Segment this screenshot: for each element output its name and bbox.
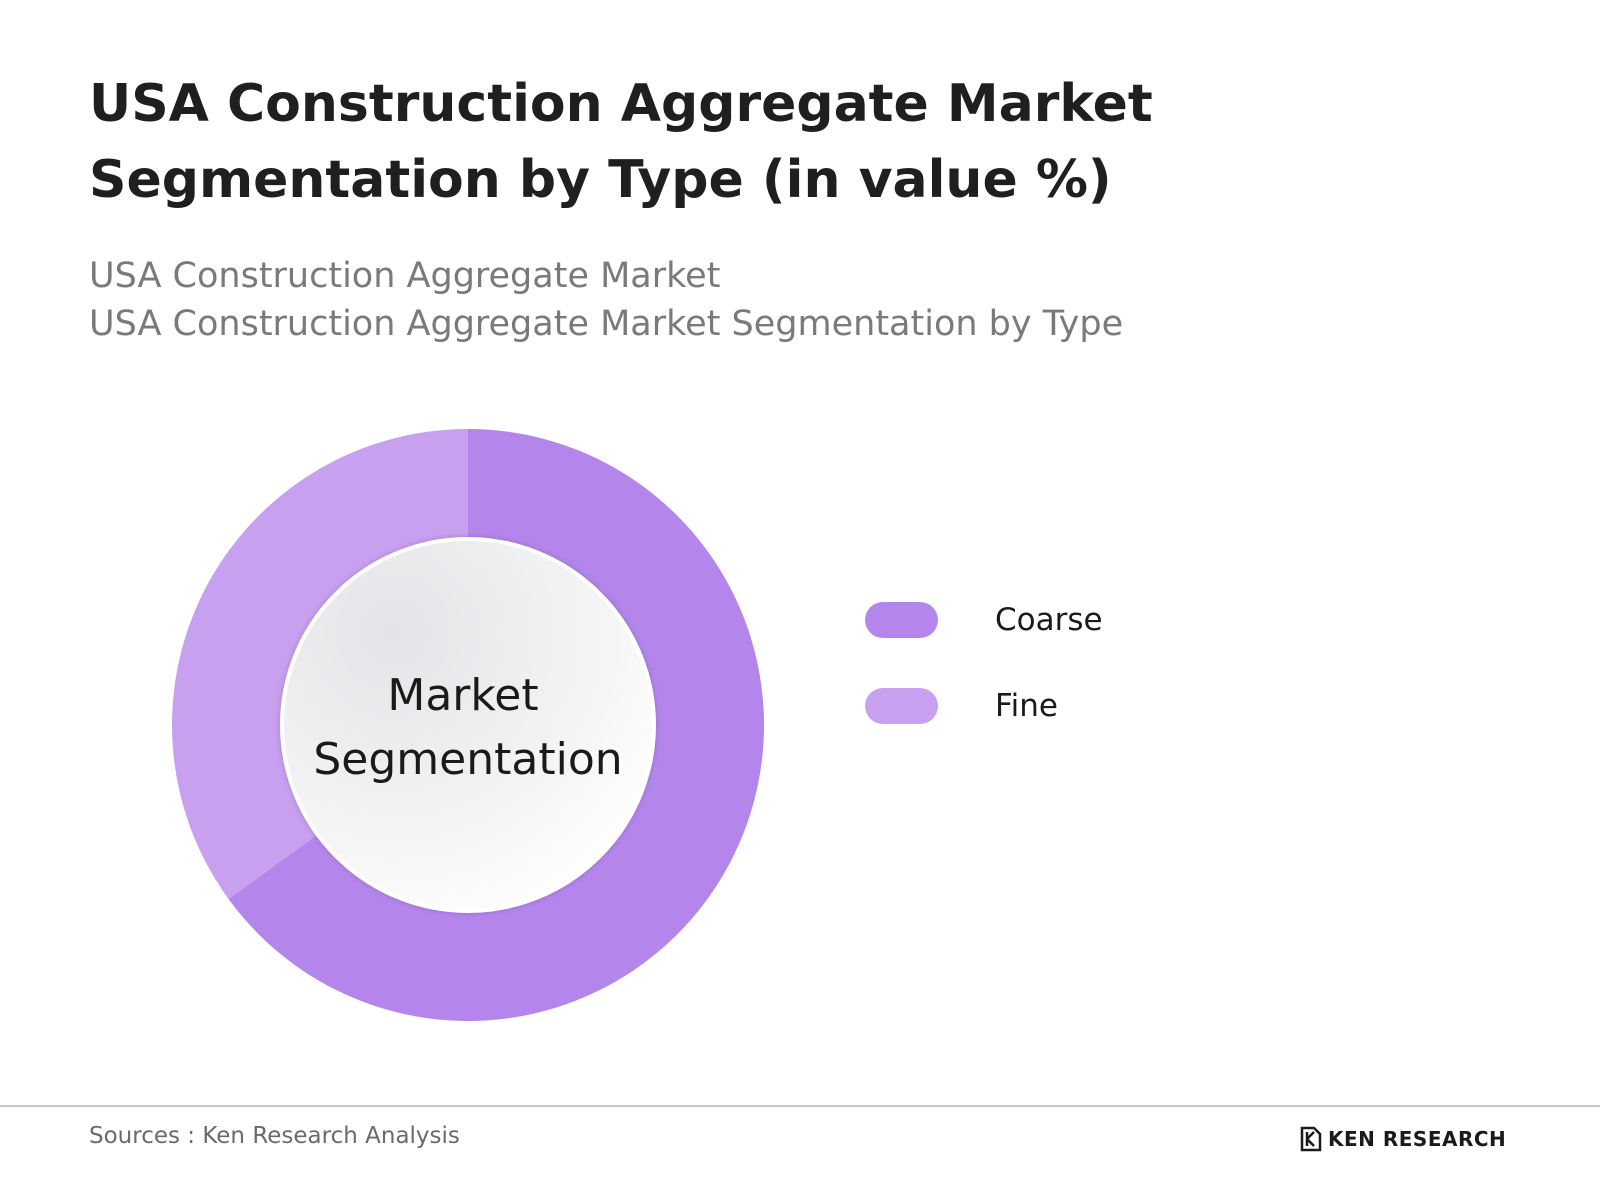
center-label-line-1: Market <box>387 670 538 721</box>
legend-label-coarse: Coarse <box>995 602 1103 638</box>
center-label-line-2: Segmentation <box>313 734 622 785</box>
donut-slices <box>172 429 764 1022</box>
donut-center <box>280 537 656 913</box>
ken-research-logo: KEN RESEARCH <box>1300 1124 1506 1154</box>
legend-item-coarse: Coarse <box>865 600 1265 640</box>
chart-title: USA Construction Aggregate Market Segmen… <box>89 74 1153 210</box>
legend-item-fine: Fine <box>865 686 1265 726</box>
subtitle-line-1: USA Construction Aggregate Market <box>89 256 721 296</box>
donut-slice-coarse <box>228 429 764 1022</box>
footer-divider <box>0 1105 1600 1107</box>
legend-label-fine: Fine <box>995 688 1058 724</box>
legend-swatch-fine <box>865 688 938 724</box>
donut-slice-fine <box>172 429 469 899</box>
source-note: Sources : Ken Research Analysis <box>89 1123 460 1149</box>
chart-subtitle: USA Construction Aggregate Market USA Co… <box>89 252 1123 348</box>
subtitle-line-2: USA Construction Aggregate Market Segmen… <box>89 304 1124 344</box>
ken-research-logo-icon <box>1300 1126 1322 1152</box>
logo-text: KEN RESEARCH <box>1328 1127 1507 1151</box>
legend-swatch-coarse <box>865 602 938 638</box>
